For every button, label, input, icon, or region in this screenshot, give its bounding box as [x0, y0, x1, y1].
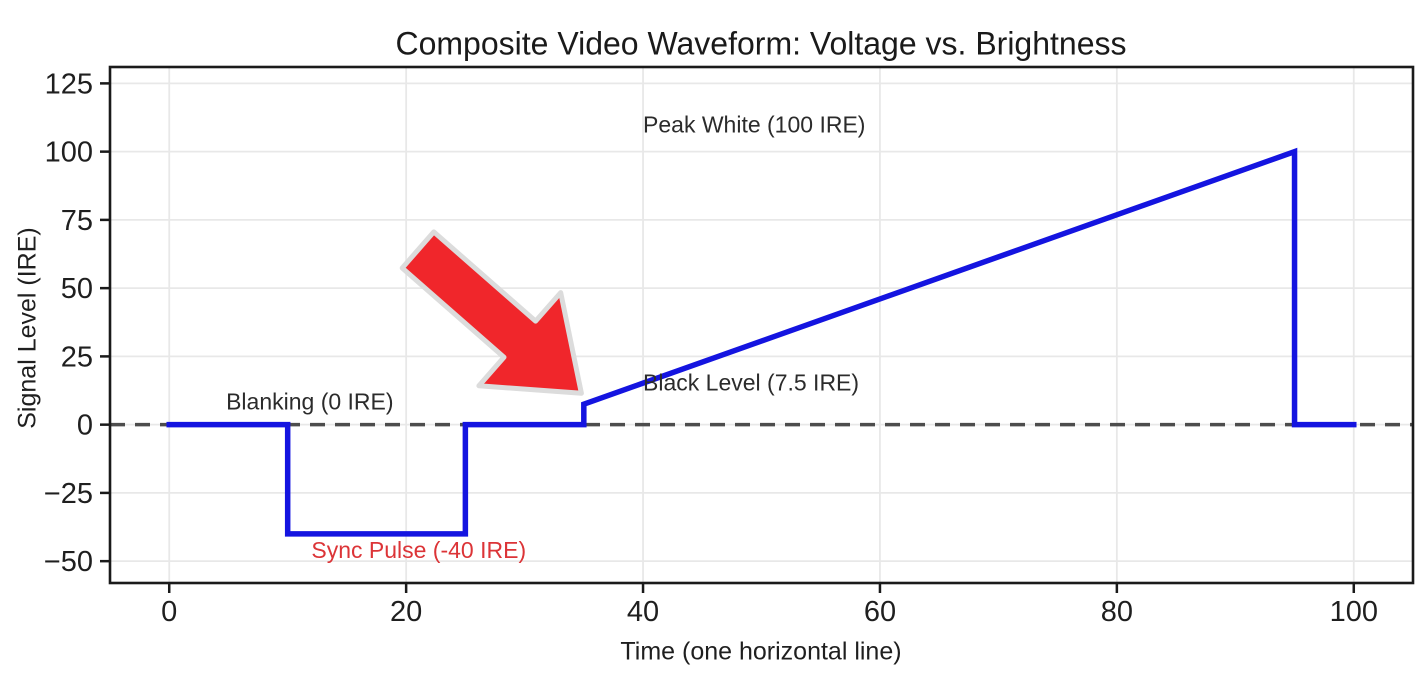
x-tick-label: 0: [161, 596, 177, 628]
x-axis-label: Time (one horizontal line): [620, 637, 902, 666]
red-highlight-arrow: [399, 229, 584, 396]
y-tick-label: 75: [61, 205, 93, 237]
blanking-label: Blanking (0 IRE): [226, 389, 393, 415]
y-tick-label: 25: [61, 341, 93, 373]
y-tick-label: 50: [61, 273, 93, 305]
x-tick-label: 40: [627, 596, 659, 628]
y-tick-label: 100: [45, 137, 93, 169]
peak-white-label: Peak White (100 IRE): [643, 111, 865, 137]
y-axis-label: Signal Level (IRE): [13, 227, 42, 429]
x-tick-label: 20: [390, 596, 422, 628]
y-tick-label: 0: [77, 410, 93, 442]
plot-border: [108, 65, 1415, 585]
black-level-label: Black Level (7.5 IRE): [643, 369, 859, 395]
y-tick-label: −50: [44, 546, 93, 578]
x-tick-label: 80: [1101, 596, 1133, 628]
sync-pulse-label: Sync Pulse (-40 IRE): [311, 537, 526, 563]
chart-title: Composite Video Waveform: Voltage vs. Br…: [395, 25, 1127, 62]
x-tick-label: 100: [1330, 596, 1378, 628]
y-tick-label: −25: [44, 478, 93, 510]
y-tick-label: 125: [45, 68, 93, 100]
composite-video-signal: [166, 147, 1357, 537]
x-tick-label: 60: [864, 596, 896, 628]
